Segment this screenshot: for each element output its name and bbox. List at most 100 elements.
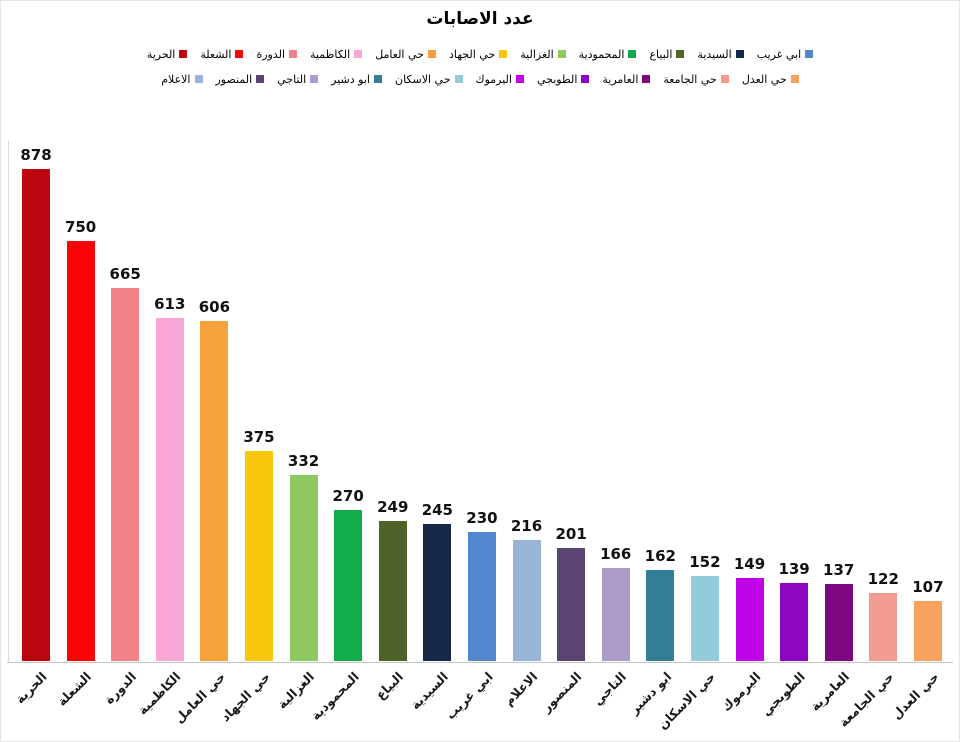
bar-cell: 332 [287,169,320,661]
bar [735,577,764,661]
legend-color-swatch [642,75,651,83]
x-axis-label: السيدية [407,669,451,713]
bar-cell: 216 [510,169,543,661]
x-axis-label: العامرية [807,669,853,714]
bar [913,601,942,661]
legend-color-swatch [427,50,436,58]
legend-color-swatch [256,75,265,83]
legend-item: الشعلة [200,47,244,61]
x-axis-label: الشعلة [54,669,95,709]
x-axis-label: الحرية [12,669,50,707]
bar-cell: 613 [154,169,185,661]
legend-item-label: حي الاسكان [394,72,451,86]
legend-color-swatch [515,75,524,83]
bar-value-label: 201 [555,525,587,544]
bar-value-label: 245 [421,500,453,519]
legend-item: حي الجامعة [663,72,729,86]
legend-color-swatch [235,50,244,58]
legend-item-label: البياع [649,47,673,61]
legend-item-label: المحمودية [578,47,625,61]
y-axis-line [8,141,9,663]
x-axis-label-cell: الدورة [101,666,140,741]
bar [646,570,675,661]
legend-item-label: حي الجهاد [448,47,496,61]
legend-item-label: حي الجامعة [663,72,717,86]
bar [22,169,50,661]
legend-color-swatch [194,75,203,83]
legend-item: حي العامل [375,48,436,61]
x-axis-label-cell: الشعلة [54,666,96,741]
x-axis-label: الاعلام [500,669,541,709]
bar [378,521,407,661]
x-axis-label-cell: المحمودية [308,666,363,741]
x-axis-label-cell: حي الجهاد [217,666,274,741]
bar [200,321,229,661]
bar-value-label: 332 [287,451,320,470]
x-axis-label-cell: الكاظمية [135,666,185,741]
bar-value-label: 122 [867,569,899,588]
bar-value-label: 162 [644,547,676,566]
legend-item: السيدية [697,48,744,61]
x-axis-label: التاجي [590,669,630,709]
legend-item-label: ابو دشير [331,72,370,86]
bar-value-label: 216 [510,516,543,535]
x-axis-label-cell: حي العامل [171,666,229,741]
bar-value-label: 249 [377,498,409,517]
legend-row-2: الاعلام المنصور التاجي ابو دشير حي الاسكان ال… [1,70,959,88]
legend-item: الاعلام [161,73,203,86]
x-axis-label: البياع [372,669,407,703]
bar [111,288,140,661]
legend-color-swatch [805,50,814,58]
legend-color-swatch [179,50,188,58]
bar-value-label: 137 [823,561,855,580]
x-axis-label: اليرموك [717,669,764,715]
x-axis-label-cell: ابي غريب [442,666,497,741]
x-axis-label-cell: اليرموك [718,666,765,741]
x-axis-label-cell: ابو دشير [626,666,675,741]
bar [66,240,95,661]
legend-item-label: الشعلة [200,47,232,61]
legend-color-swatch [735,50,744,58]
bar [334,509,363,661]
bar-value-label: 107 [912,578,944,597]
bar [289,474,318,661]
legend-item: البياع [649,47,685,61]
bar-value-label: 375 [243,427,275,446]
x-axis-label-cell: الطوبجي [758,666,809,741]
legend-item: المنصور [216,73,265,86]
legend-item-label: ابي غريب [756,47,802,61]
bar-cell: 162 [644,169,676,661]
chart-title: عدد الاصابات [426,9,534,29]
bar-value-label: 270 [332,486,364,505]
x-axis-label-cell: العامرية [807,666,854,741]
legend-color-swatch [790,75,799,83]
legend-color-swatch [628,50,637,58]
bar-cell: 137 [823,169,855,661]
legend-item-label: اليرموك [475,72,512,86]
bar-value-label: 230 [466,509,498,528]
legend-color-swatch [557,50,566,58]
x-axis-label-cell: الاعلام [501,666,542,741]
legend-item-label: الغزالية [520,47,554,61]
legend-color-swatch [581,75,590,83]
bar [869,592,898,661]
legend-item-label: الدورة [256,47,286,61]
legend-color-swatch [720,75,729,83]
legend-color-swatch [310,75,319,83]
bar [155,317,184,661]
legend-item: الطوبجي [537,73,590,86]
x-axis-label-cell: الغزالية [274,666,319,741]
legend-item-label: المنصور [215,72,253,86]
legend-color-swatch [454,75,463,83]
legend-item-label: حي العامل [375,47,424,61]
legend-item-label: العامرية [602,72,639,86]
bar-value-label: 750 [64,217,97,236]
bar [824,584,853,661]
legend-item-label: حي العدل [741,72,787,86]
bar-value-label: 139 [778,560,810,579]
bar [512,539,541,661]
bar-value-label: 152 [689,552,721,571]
bar-cell: 249 [377,169,409,661]
legend-item: اليرموك [476,73,524,86]
x-axis-label-cell: حي العدل [888,666,943,741]
